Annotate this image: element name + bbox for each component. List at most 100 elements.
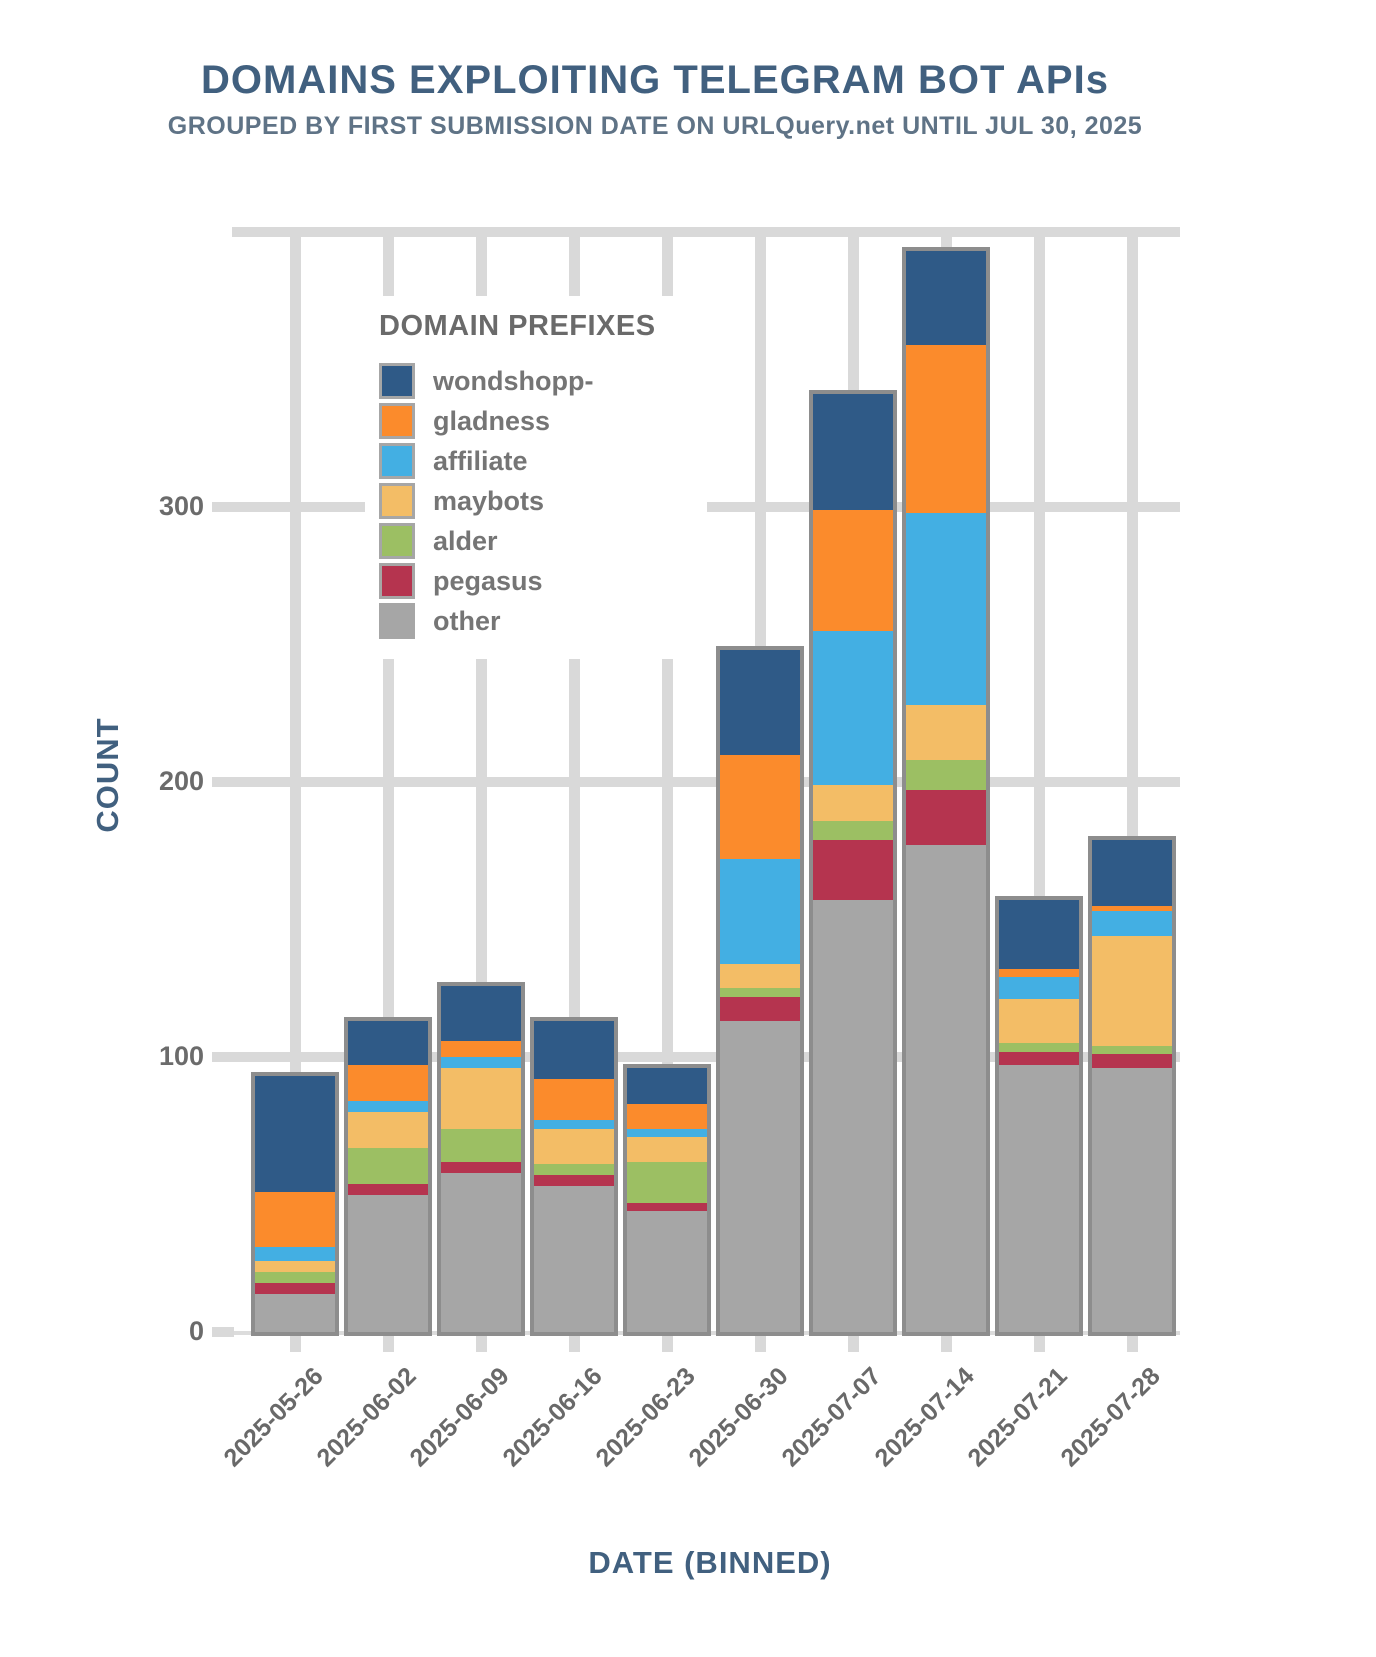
bar-segment-affiliate bbox=[720, 859, 800, 964]
bar-segment-pegasus bbox=[720, 997, 800, 1021]
bar-segment-maybots bbox=[348, 1112, 428, 1148]
x-tick-label: 2025-07-21 bbox=[962, 1362, 1073, 1473]
legend-item-pegasus: pegasus bbox=[379, 561, 697, 601]
bar-segment-pegasus bbox=[906, 790, 986, 845]
legend-item-maybots: maybots bbox=[379, 481, 697, 521]
x-tick bbox=[383, 1332, 394, 1352]
bar-segment-wondshopp- bbox=[999, 900, 1079, 969]
legend-label: wondshopp- bbox=[433, 365, 594, 396]
x-tick-label: 2025-07-07 bbox=[776, 1362, 887, 1473]
bar-segment-maybots bbox=[441, 1068, 521, 1129]
bar-segment-pegasus bbox=[1092, 1054, 1172, 1068]
bar-segment-wondshopp- bbox=[441, 986, 521, 1041]
legend-swatch-icon bbox=[379, 483, 415, 519]
x-tick-label: 2025-06-02 bbox=[311, 1362, 422, 1473]
bar bbox=[1088, 836, 1176, 1336]
bar-segment-wondshopp- bbox=[255, 1076, 335, 1192]
x-tick bbox=[848, 1332, 859, 1352]
bar-segment-affiliate bbox=[906, 513, 986, 705]
legend-swatch-icon bbox=[379, 443, 415, 479]
y-tick bbox=[212, 777, 234, 787]
bar-segment-alder bbox=[627, 1162, 707, 1203]
legend-swatch-icon bbox=[379, 363, 415, 399]
bar-segment-affiliate bbox=[348, 1101, 428, 1112]
bar-segment-wondshopp- bbox=[1092, 840, 1172, 906]
bar-segment-other bbox=[720, 1021, 800, 1332]
v-gridline bbox=[476, 227, 487, 1332]
bar-segment-other bbox=[999, 1065, 1079, 1332]
bar-segment-affiliate bbox=[1092, 911, 1172, 936]
y-axis-label: COUNT bbox=[90, 717, 125, 833]
bar-segment-gladness bbox=[813, 510, 893, 631]
x-tick bbox=[941, 1332, 952, 1352]
y-tick-label: 300 bbox=[158, 491, 204, 521]
bar-segment-pegasus bbox=[348, 1184, 428, 1195]
bar bbox=[623, 1064, 711, 1336]
bar bbox=[902, 247, 990, 1336]
bar-segment-other bbox=[348, 1195, 428, 1332]
x-axis-label: DATE (BINNED) bbox=[588, 1545, 832, 1580]
x-tick-label: 2025-07-14 bbox=[869, 1362, 980, 1473]
bar-segment-pegasus bbox=[627, 1203, 707, 1211]
bar-segment-alder bbox=[1092, 1046, 1172, 1054]
h-gridline bbox=[232, 777, 1180, 787]
x-tick bbox=[476, 1332, 487, 1352]
bar-segment-other bbox=[813, 900, 893, 1332]
bar-segment-maybots bbox=[999, 999, 1079, 1043]
bar-segment-maybots bbox=[906, 705, 986, 760]
bar-segment-affiliate bbox=[534, 1120, 614, 1129]
bar-segment-wondshopp- bbox=[720, 650, 800, 755]
bar-segment-gladness bbox=[999, 969, 1079, 977]
y-tick bbox=[212, 1052, 234, 1062]
legend-swatch-icon bbox=[379, 523, 415, 559]
bar-segment-alder bbox=[813, 821, 893, 840]
bar-segment-gladness bbox=[255, 1192, 335, 1247]
legend-label: other bbox=[433, 605, 501, 636]
bar-segment-wondshopp- bbox=[906, 251, 986, 345]
bar-segment-pegasus bbox=[813, 840, 893, 900]
bar-segment-affiliate bbox=[255, 1247, 335, 1261]
bar bbox=[530, 1017, 618, 1336]
bar-segment-pegasus bbox=[999, 1052, 1079, 1065]
x-tick bbox=[290, 1332, 301, 1352]
legend-items: wondshopp-gladness affiliate maybots alder p… bbox=[379, 361, 697, 641]
chart-subtitle: GROUPED BY FIRST SUBMISSION DATE ON URLQ… bbox=[167, 112, 1143, 140]
x-tick bbox=[1034, 1332, 1045, 1352]
x-tick-label: 2025-06-09 bbox=[404, 1362, 515, 1473]
v-gridline bbox=[662, 227, 673, 1332]
legend: DOMAIN PREFIXES wondshopp-gladness affili… bbox=[365, 296, 707, 659]
bar-segment-wondshopp- bbox=[348, 1021, 428, 1065]
bar-segment-maybots bbox=[255, 1261, 335, 1272]
bar-segment-wondshopp- bbox=[627, 1068, 707, 1104]
legend-item-wondshopp: wondshopp- bbox=[379, 361, 697, 401]
bar bbox=[251, 1072, 339, 1336]
bar-segment-alder bbox=[720, 988, 800, 997]
y-tick-label: 200 bbox=[158, 766, 204, 796]
bar-segment-alder bbox=[534, 1164, 614, 1175]
legend-item-affiliate: affiliate bbox=[379, 441, 697, 481]
bar-segment-alder bbox=[999, 1043, 1079, 1052]
v-gridline bbox=[1034, 227, 1045, 1332]
legend-label: maybots bbox=[433, 485, 545, 516]
legend-title: DOMAIN PREFIXES bbox=[379, 310, 656, 342]
bar-segment-gladness bbox=[720, 755, 800, 859]
bar-segment-maybots bbox=[534, 1129, 614, 1164]
bar bbox=[437, 982, 525, 1336]
x-tick bbox=[1127, 1332, 1138, 1352]
y-tick-label: 100 bbox=[158, 1041, 204, 1071]
bar-segment-gladness bbox=[534, 1079, 614, 1120]
bar-segment-alder bbox=[441, 1129, 521, 1162]
y-tick bbox=[212, 502, 234, 512]
x-tick-label: 2025-06-23 bbox=[590, 1362, 701, 1473]
bar-segment-alder bbox=[348, 1148, 428, 1184]
x-tick-label: 2025-05-26 bbox=[218, 1362, 329, 1473]
bar bbox=[716, 646, 804, 1336]
bar-segment-gladness bbox=[627, 1104, 707, 1129]
bar bbox=[995, 896, 1083, 1336]
x-tick-label: 2025-06-16 bbox=[497, 1362, 608, 1473]
x-tick-label: 2025-06-30 bbox=[683, 1362, 794, 1473]
bar-segment-alder bbox=[255, 1272, 335, 1283]
bar-segment-affiliate bbox=[813, 631, 893, 785]
h-gridline bbox=[232, 1052, 1180, 1062]
